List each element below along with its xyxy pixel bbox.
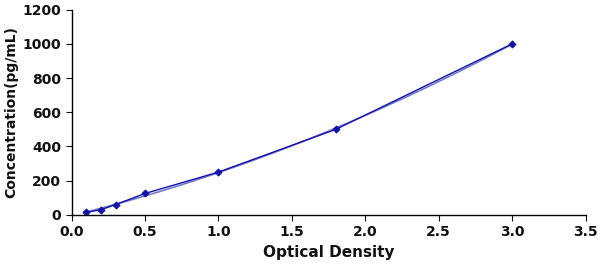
- X-axis label: Optical Density: Optical Density: [262, 245, 394, 260]
- Y-axis label: Concentration(pg/mL): Concentration(pg/mL): [4, 26, 18, 198]
